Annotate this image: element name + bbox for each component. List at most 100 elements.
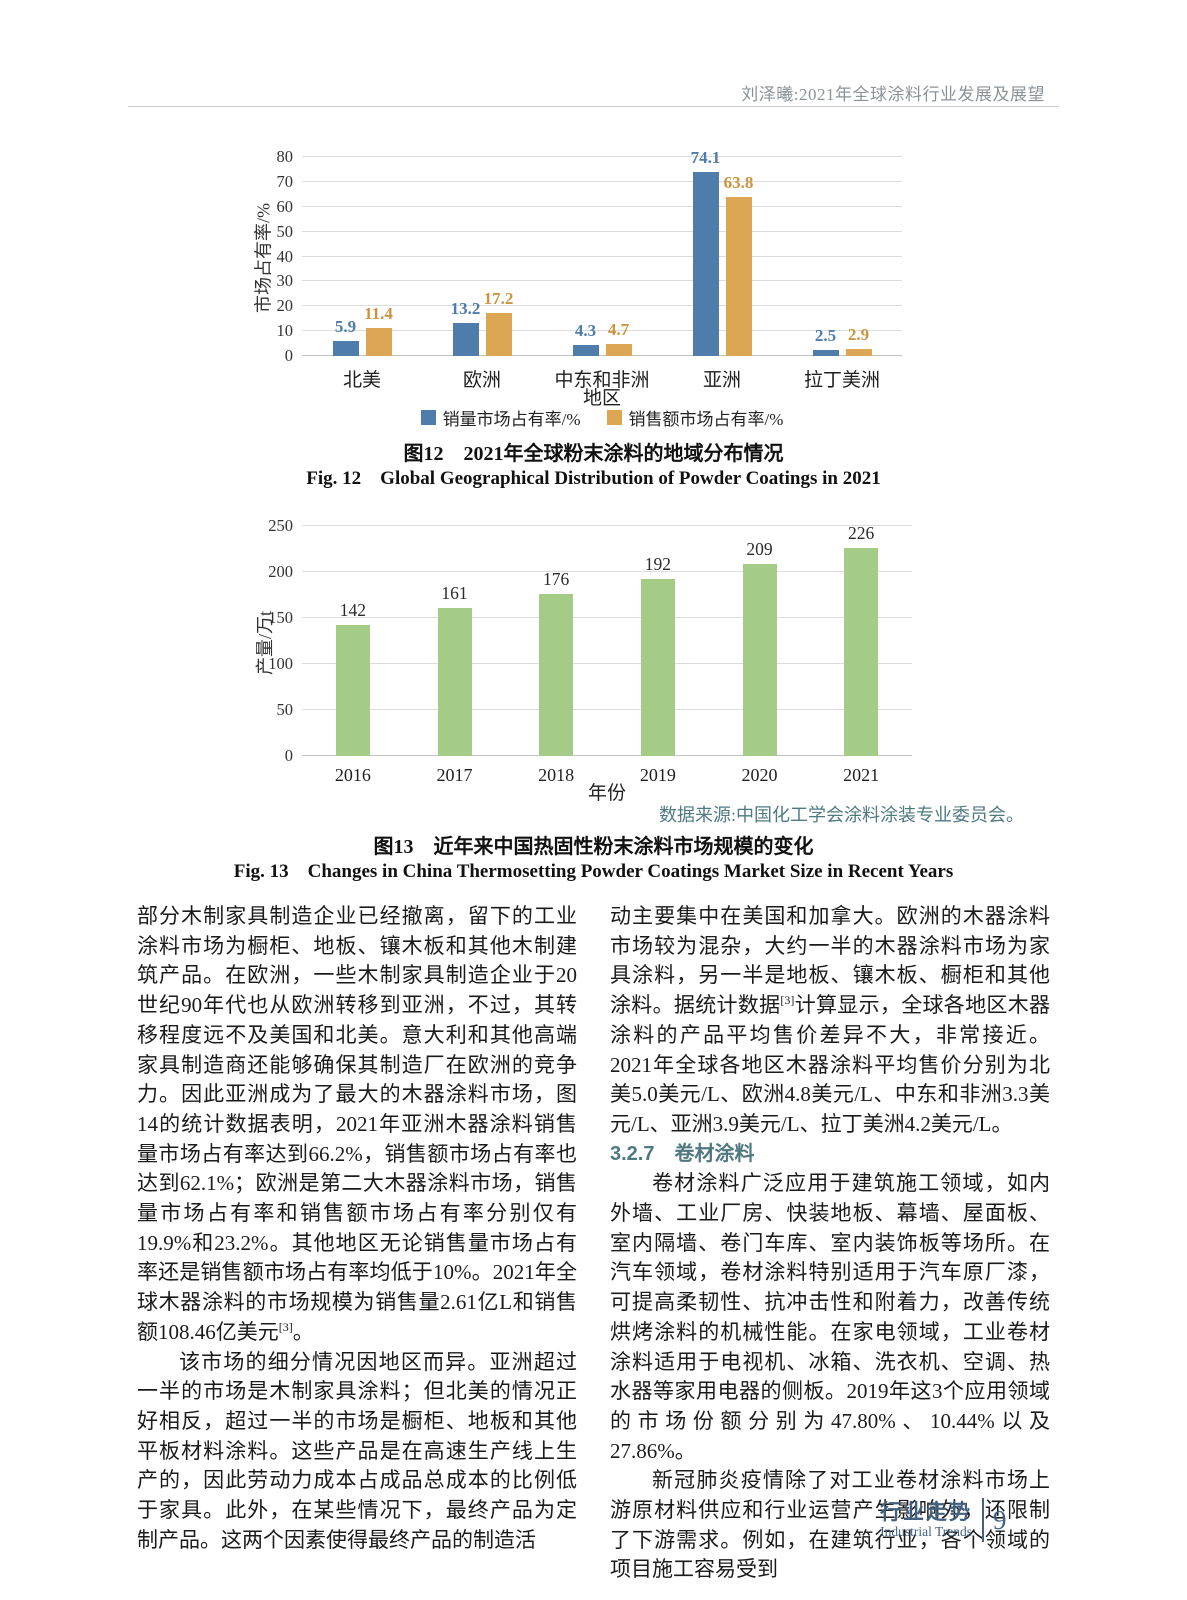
legend-label: 销售额市场占有率/% [628,410,784,429]
bar-value-label: 2.5 [814,325,837,345]
fig12-caption-en: Fig. 12 Global Geographical Distribution… [306,468,881,489]
bar-value-label: 226 [848,523,875,544]
bar-value-label: 11.4 [364,303,393,323]
x-category-label: 欧洲 [462,370,502,391]
legend-swatch [420,410,436,425]
bar-value-label: 5.9 [334,317,357,337]
y-tick-label: 0 [284,346,293,365]
fig13-x-axis-title: 年份 [587,783,626,804]
fig12-y-axis-title: 市场占有率/% [253,203,274,313]
fig12-bar [452,323,479,356]
fig12-bar [605,344,632,356]
body-right-column: 动主要集中在美国和加拿大。欧洲的木器涂料市场较为混杂，大约一半的木器涂料市场为家… [610,902,1050,1585]
footer-section-title-cn: 行业走势 [880,1500,972,1524]
fig12-x-axis-title: 地区 [582,388,621,409]
fig12-bar [365,327,392,356]
reference-marker: [3] [278,1319,293,1334]
fig13-y-axis-title: 产量/万t [255,611,275,676]
fig13-bar [844,548,879,756]
running-title: 刘泽曦:2021年全球涂料行业发展及展望 [741,85,1045,104]
body-paragraph: 卷材涂料广泛应用于建筑施工领域，如内外墙、工业厂房、快装地板、幕墙、屋面板、室内… [610,1171,1050,1463]
gridline [302,755,912,756]
y-tick-label: 200 [268,562,293,581]
fig12-bar [572,345,599,356]
y-tick-label: 20 [276,296,294,316]
y-tick-label: 30 [276,271,294,291]
bar-value-label: 161 [441,582,468,603]
fig12-bar [845,348,872,356]
fig13-bar-chart: 0 50 100 150 200 250 2016 2017 2018 2019 2020 2021 1… [268,516,912,785]
gridline [302,571,912,572]
body-paragraph: 该市场的细分情况因地区而异。亚洲超过一半的市场是木制家具涂料；但北美的情况正好相… [137,1349,577,1552]
y-tick-label: 100 [268,654,293,673]
y-tick-label: 150 [268,608,293,627]
y-tick-label: 10 [276,321,294,341]
fig12-bar [692,171,719,356]
gridline [302,180,902,182]
y-tick-label: 40 [276,246,294,266]
fig12-bar [485,313,512,356]
x-category-label: 2021 [843,765,880,785]
x-category-label: 2017 [436,765,473,785]
bar-value-label: 2.9 [847,324,870,344]
x-category-label: 2016 [334,765,371,785]
body-paragraph: 新冠肺炎疫情除了对工业卷材涂料市场上游原材料供应和行业运营产生影响外，还限制了下… [610,1468,1050,1582]
y-tick-label: 0 [284,746,293,765]
fig13-caption-cn: 图13 近年来中国热固性粉末涂料市场规模的变化 [373,836,814,858]
gridline [302,305,902,307]
gridline [302,709,912,710]
y-tick-label: 80 [276,147,294,166]
legend-swatch [606,410,622,425]
y-tick-label: 70 [276,171,294,191]
footer-section: 行业走势 Industrial Trends [880,1500,972,1540]
fig12-caption-cn: 图12 2021年全球粉末涂料的地域分布情况 [403,443,784,465]
page-number: 9 [993,1504,1007,1535]
gridline [302,156,902,157]
bar-value-label: 4.7 [607,320,630,340]
x-category-label: 2019 [639,765,676,785]
x-category-label: 亚洲 [702,370,742,391]
gridline [302,205,902,207]
fig12-bar [332,341,359,356]
body-paragraph: 动主要集中在美国和加拿大。欧洲的木器涂料市场较为混杂，大约一半的木器涂料市场为家… [610,904,1051,1136]
fig12-bar-chart: 0 10 20 30 40 50 60 70 80 北美 欧洲 中东和非洲 亚洲 拉丁美洲 5.9 13.2 4… [277,147,902,391]
gridline [302,663,912,664]
bar-value-label: 192 [644,554,671,575]
bar-value-label: 13.2 [450,299,481,319]
fig13-caption-en: Fig. 13 Changes in China Thermosetting P… [233,861,954,882]
legend-item: 销量市场占有率/% [420,405,581,430]
legend-item: 销售额市场占有率/% [606,405,784,430]
page-footer: 行业走势 Industrial Trends 9 [880,1498,1007,1542]
fig12-bar [812,349,839,356]
fig13-bar [742,563,777,756]
x-category-label: 2020 [741,765,778,785]
footer-divider [982,1498,984,1542]
body-left-column: 部分木制家具制造企业已经撤离，留下的工业涂料市场为橱柜、地板、镶木板和其他木制建… [137,902,577,1555]
gridline [302,617,912,618]
y-tick-label: 50 [276,221,294,241]
gridline [302,525,912,526]
gridline [302,255,902,257]
fig12-bar [725,197,752,356]
y-tick-label: 250 [268,516,293,535]
fig13-source-note: 数据来源:中国化工学会涂料涂装专业委员会。 [659,805,1024,825]
gridline [302,230,902,232]
fig13-bar [640,579,675,756]
y-tick-label: 50 [276,700,294,719]
x-category-label: 2018 [538,765,575,785]
bar-value-label: 209 [746,538,773,559]
gridline [302,280,902,282]
x-category-label: 北美 [342,370,382,391]
legend-label: 销量市场占有率/% [442,410,581,429]
fig13-bar [437,607,472,756]
x-category-label: 中东和非洲 [554,370,650,391]
header-rule [128,106,1059,107]
bar-value-label: 176 [543,569,570,590]
body-paragraph: 部分木制家具制造企业已经撤离，留下的工业涂料市场为橱柜、地板、镶木板和其他木制建… [137,904,577,1344]
gridline [302,330,902,332]
footer-section-title-en: Industrial Trends [880,1524,972,1539]
bar-value-label: 4.3 [574,321,597,341]
fig13-bar [539,594,574,756]
fig12-legend: 销量市场占有率/% 销售额市场占有率/% [302,405,902,430]
